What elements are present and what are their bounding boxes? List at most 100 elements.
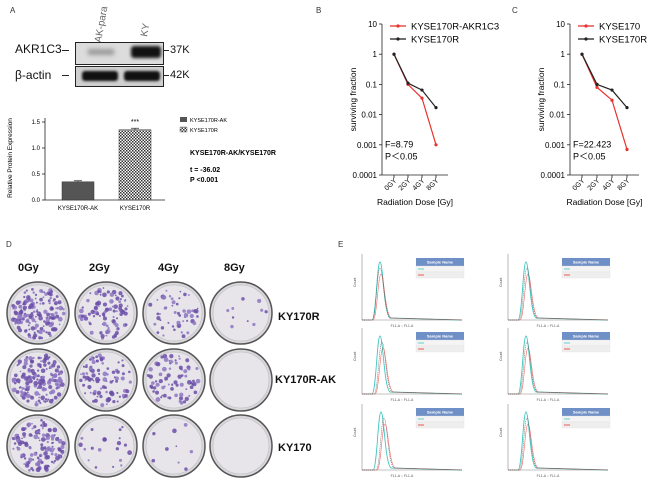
western-tick: [163, 75, 169, 76]
western-protein-label-akr1c3: AKR1C3: [15, 42, 62, 56]
y-tick-label: 0.001: [545, 141, 566, 150]
svg-text:Count: Count: [499, 278, 503, 287]
x-tick-label: 0GY: [572, 177, 587, 192]
y-tick-label: 1: [561, 50, 566, 59]
series-point: [595, 85, 599, 89]
colony-dishes: [6, 281, 273, 478]
svg-text:Sample Name: Sample Name: [427, 410, 454, 415]
y-tick-label: 0.01: [549, 111, 565, 120]
svg-text:Sample Name: Sample Name: [573, 410, 600, 415]
svg-text:FL1-A :: FL1-A: FL1-A :: FL1-A: [391, 398, 414, 402]
bar-y-tick-label: 0.0: [32, 198, 41, 204]
colony-dish: [209, 414, 273, 478]
svg-text:FL1-A :: FL1-A: FL1-A :: FL1-A: [537, 474, 560, 478]
y-tick-label: 1: [373, 50, 378, 59]
colony-dish: [209, 281, 273, 345]
bar-x-tick-label: KYSE170R-AK: [58, 206, 98, 212]
bar-x-tick-label: KYSE170R: [120, 206, 151, 212]
series-point: [625, 147, 629, 152]
lane-label-ky: KY: [139, 22, 153, 38]
bar-legend-swatch-r: [179, 126, 188, 133]
panel-label-a: A: [10, 6, 16, 15]
western-tick: [163, 50, 169, 51]
series-point: [580, 52, 584, 56]
svg-text:Sample Name: Sample Name: [427, 334, 454, 339]
svg-text:Count: Count: [499, 428, 503, 437]
x-tick-label: 4GY: [412, 177, 427, 192]
bar-stats-p: P <0.001: [190, 177, 218, 184]
svg-text:Count: Count: [353, 352, 357, 361]
dose-label-4gy: 4Gy: [158, 262, 179, 274]
series-point: [420, 88, 424, 92]
panel-label-d: D: [6, 240, 12, 249]
dose-label-2gy: 2Gy: [89, 262, 110, 274]
y-tick-label: 0.0001: [541, 171, 566, 180]
x-tick-label: 8GY: [426, 177, 441, 192]
x-tick-label: 2GY: [398, 177, 413, 192]
stats-f: F=8.79: [385, 140, 413, 150]
blot-band-actin: [75, 66, 164, 87]
y-axis-label: surviving fraction: [536, 67, 546, 131]
colony-row-label-ky170: KY170: [278, 442, 312, 454]
blot-band-akr1c3: [75, 42, 164, 65]
bar-legend-ak: KYSE170R-AK: [190, 118, 227, 124]
bar-stats-t: t = -36.02: [190, 167, 220, 174]
y-tick-label: 0.1: [554, 80, 566, 89]
bar-significance: ***: [131, 119, 139, 126]
line-chart-c: 10 1 0.1 0.01 0.001 0.0001 0GY 2GY 4GY 8GY Radiati…: [536, 20, 647, 207]
y-tick-label: 10: [368, 20, 377, 29]
y-tick-label: 10: [556, 20, 565, 29]
western-tick: [62, 75, 69, 76]
bar-legend-swatch-ak: [180, 117, 187, 122]
stats-p: P＜0.05: [573, 152, 606, 162]
panel-label-b: B: [316, 6, 322, 15]
dose-label-8gy: 8Gy: [224, 262, 245, 274]
y-tick-label: 0.0001: [353, 171, 378, 180]
bar-chart-a: Relative Protein Expression 0.0 0.5 1.0 1.5…: [7, 117, 276, 212]
legend-label: KYSE170R: [599, 35, 647, 46]
legend-marker: [396, 37, 400, 41]
y-axis-label: surviving fraction: [348, 67, 358, 131]
series-point: [406, 81, 410, 85]
x-tick-label: 2GY: [587, 177, 602, 192]
svg-text:Sample Name: Sample Name: [573, 334, 600, 339]
western-size-37k: 37K: [170, 44, 190, 56]
x-axis-label: Radiation Dose [Gy]: [377, 197, 453, 207]
colony-dish: [6, 414, 70, 478]
y-tick-label: 0.001: [357, 141, 378, 150]
series-point: [610, 88, 614, 92]
colony-row-label-ky170r: KY170R: [278, 311, 320, 323]
bar-kyse170r-ak: [61, 181, 95, 201]
series-point: [610, 98, 614, 102]
colony-dish: [74, 414, 138, 478]
bar-y-tick-label: 1.0: [32, 146, 41, 152]
svg-text:FL1-A :: FL1-A: FL1-A :: FL1-A: [537, 324, 560, 328]
western-tick: [62, 50, 69, 51]
series-point: [434, 106, 438, 110]
svg-text:Count: Count: [353, 278, 357, 287]
legend-marker: [584, 24, 588, 28]
x-tick-label: 0GY: [384, 177, 399, 192]
legend-marker: [584, 37, 588, 41]
series-line-kyse170r: [393, 53, 437, 109]
western-size-42k: 42K: [170, 69, 190, 81]
colony-dish: [6, 348, 70, 412]
svg-text:Count: Count: [353, 428, 357, 437]
colony-dish: [74, 281, 138, 345]
svg-text:FL1-A :: FL1-A: FL1-A :: FL1-A: [391, 474, 414, 478]
colony-row-label-ky170r-ak: KY170R-AK: [275, 374, 337, 386]
x-tick-label: 8GY: [617, 177, 632, 192]
x-tick-label: 4GY: [602, 177, 617, 192]
colony-dish: [142, 348, 206, 412]
series-point: [595, 82, 599, 86]
legend-label: KYSE170R-AKR1C3: [411, 22, 499, 33]
bar-y-tick-label: 0.5: [32, 172, 41, 178]
dose-label-0gy: 0Gy: [18, 262, 39, 274]
svg-text:FL1-A :: FL1-A: FL1-A :: FL1-A: [391, 324, 414, 328]
x-axis-label: Radiation Dose [Gy]: [566, 197, 642, 207]
colony-dish: [74, 348, 138, 412]
